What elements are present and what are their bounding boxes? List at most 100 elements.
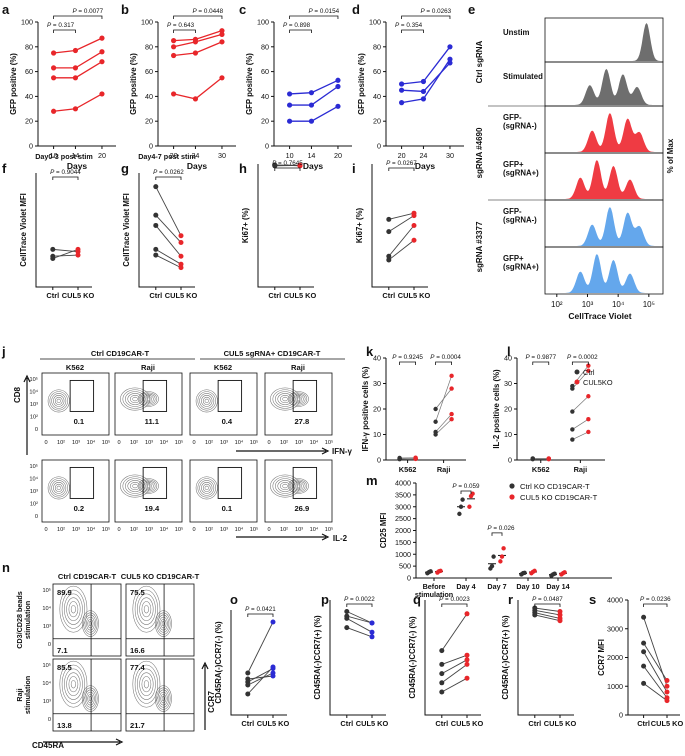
p-number: = 0.0154	[313, 8, 340, 15]
text-line: (sgRNA+)	[503, 169, 539, 178]
x-tick-label: 10⁵	[250, 439, 259, 446]
contour-ring	[122, 389, 148, 409]
gate-value: 0.2	[74, 504, 85, 513]
contour-ring	[201, 395, 213, 407]
ko-point	[411, 223, 417, 228]
ctrl-point	[570, 383, 575, 389]
ctrl-point	[439, 689, 445, 695]
panel-label: f	[2, 161, 7, 176]
x-tick-label: CUL5 KO	[356, 719, 389, 728]
significance-bracket	[643, 603, 668, 607]
p-value: P = 0.7645	[272, 160, 303, 167]
y-axis-title: CD45RA(-)CCR7(-) (%)	[214, 621, 223, 704]
panel-label: m	[366, 473, 378, 488]
row-label: CD3/CD28 beadsstimulation	[15, 591, 32, 649]
legend-marker	[574, 379, 580, 385]
y-tick-label: 20	[25, 117, 33, 126]
ko-point	[470, 491, 475, 496]
group-label: CUL5 sgRNA+ CD19CAR-T	[224, 349, 321, 358]
ctrl-point	[439, 648, 445, 654]
y-tick-label: 2500	[395, 514, 411, 523]
p-symbol: P	[167, 22, 172, 29]
p-number: = 0.0002	[571, 354, 598, 361]
ctrl-point	[522, 570, 527, 575]
p-symbol: P	[395, 22, 400, 29]
y-tick-label: 10³	[43, 624, 51, 630]
x-axis-title: IL-2	[333, 534, 348, 543]
ko-point	[557, 618, 563, 624]
contour-ring	[195, 389, 218, 413]
p-value: P = 0.0236	[640, 596, 671, 603]
x-tick-label: 10⁴	[612, 300, 625, 309]
ko-point	[449, 417, 454, 422]
x-tick-label: 24	[191, 151, 199, 160]
significance-bracket	[571, 361, 589, 365]
y-tick-label: 40	[373, 354, 381, 363]
contour-ring	[83, 687, 98, 710]
ko-point	[178, 265, 184, 271]
data-point	[171, 38, 177, 44]
ctrl-point	[458, 504, 464, 509]
x-tick-label: Ctrl	[382, 291, 395, 300]
y-axis-title: % of Max	[666, 138, 675, 173]
panel-label: i	[352, 161, 356, 176]
contour-ring	[202, 396, 211, 405]
contour-ring	[157, 689, 170, 708]
contour-ring	[120, 474, 151, 498]
contour-ring	[84, 689, 97, 708]
ko-point	[438, 568, 443, 574]
x-tick-label: 20	[98, 151, 106, 160]
y-tick-label: 60	[145, 67, 153, 76]
significance-bracket	[460, 490, 472, 494]
contour-ring	[53, 482, 65, 494]
data-point	[99, 59, 105, 65]
y-tick-label: 3000	[395, 502, 411, 511]
x-tick-label: 0	[267, 527, 270, 533]
contour-ring	[195, 476, 218, 500]
quadrant-value: 7.1	[57, 646, 68, 655]
data-point	[399, 100, 405, 106]
ctrl-point	[153, 252, 159, 258]
p-symbol: P	[308, 8, 313, 15]
histogram-fill	[545, 23, 663, 61]
contour-ring	[87, 619, 94, 629]
y-tick-label: 100	[21, 18, 33, 27]
y-tick-label: 10⁴	[42, 605, 51, 612]
contour-ring	[64, 593, 83, 625]
ctrl-point	[153, 212, 159, 218]
y-tick-label: 80	[25, 42, 33, 51]
ctrl-point	[272, 162, 278, 168]
x-tick-label: 10⁴	[235, 439, 244, 446]
contour-ring	[161, 621, 166, 627]
p-value: P = 0.0004	[430, 354, 461, 361]
significance-bracket	[401, 29, 424, 33]
contour-ring	[70, 605, 76, 614]
panel-label: a	[2, 2, 10, 17]
quadrant-value: 13.8	[57, 721, 72, 730]
contour-ring	[296, 484, 301, 488]
y-axis-title: Ki67+ (%)	[241, 207, 250, 243]
ko-point	[464, 675, 470, 681]
ctrl-point	[460, 497, 465, 502]
data-point	[192, 96, 199, 102]
series-line	[289, 85, 339, 106]
group-label: Ctrl sgRNA	[475, 40, 484, 83]
p-value: P = 0.0154	[308, 8, 339, 15]
pair-line	[52, 248, 79, 259]
data-point	[171, 52, 177, 59]
ko-point	[270, 619, 276, 625]
x-tick-label: Ctrl	[435, 719, 448, 728]
panel-label: b	[121, 2, 129, 17]
quadrant-value: 89.9	[57, 588, 72, 597]
contour-ring	[154, 685, 172, 712]
ko-point	[369, 634, 375, 640]
y-tick-label: 40	[373, 92, 381, 101]
data-point	[399, 87, 405, 93]
p-symbol: P	[72, 8, 77, 15]
y-tick-label: 0	[48, 642, 51, 648]
group-label: sgRNA #3377	[475, 221, 484, 272]
contour-ring	[53, 395, 65, 407]
p-value: P = 0.0077	[72, 8, 103, 15]
ko-point	[369, 629, 375, 635]
ctrl-point	[641, 614, 647, 620]
